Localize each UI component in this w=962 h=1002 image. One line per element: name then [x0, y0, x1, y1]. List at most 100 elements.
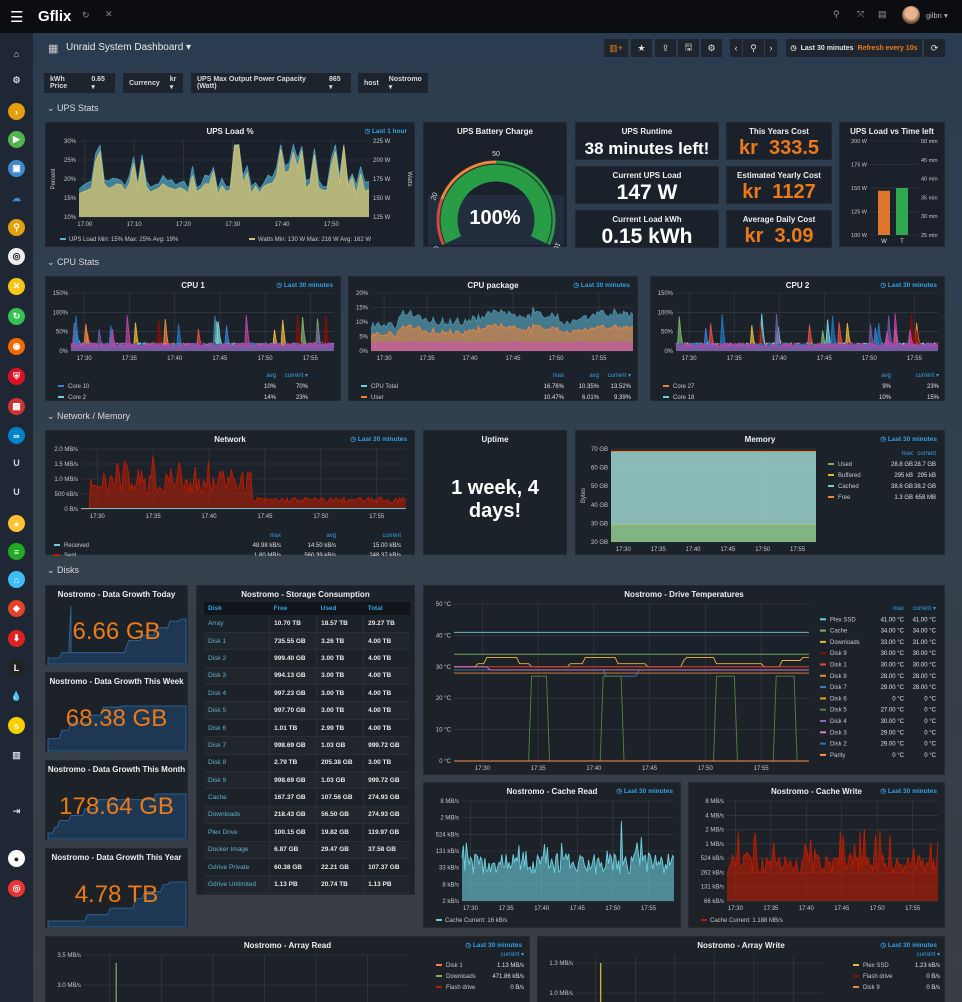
variable-currency[interactable]: Currency kr ▾ [123, 73, 183, 93]
legend-series-name[interactable]: Core 18 [673, 395, 695, 401]
time-forward-button[interactable]: › [765, 39, 777, 57]
variable-kwh-price[interactable]: kWh Price 0.65 ▾ [44, 73, 115, 93]
time-back-button[interactable]: ‹ [730, 39, 742, 57]
legend-item[interactable]: Cache Current: 16 kB/s [445, 918, 507, 924]
panel-data-growth[interactable]: Nostromo - Data Growth This Week 68.38 GB [45, 672, 188, 752]
legend-column-header[interactable]: avg [881, 373, 891, 379]
x-icon[interactable]: ✕ [8, 278, 25, 295]
panel-data-growth[interactable]: Nostromo - Data Growth This Month 178.64 … [45, 760, 188, 840]
gear-icon[interactable]: ⚙ [12, 75, 21, 85]
legend-series-name[interactable]: Sent [64, 553, 77, 556]
sync-icon[interactable]: ↻ [8, 308, 25, 325]
cloud-icon[interactable]: ☁ [12, 193, 21, 203]
drop-icon[interactable]: 💧 [10, 691, 23, 701]
column-header[interactable]: Used [316, 602, 364, 615]
star-button[interactable]: ★ [631, 39, 652, 57]
book-icon[interactable]: ▥ [12, 750, 21, 760]
legend-column-header[interactable]: current ▾ [608, 373, 631, 379]
help-icon[interactable]: ◎ [8, 880, 25, 897]
panel-memory[interactable]: Memory ◷ Last 30 minutes 20 GB 30 GB 40 GB… [575, 430, 945, 555]
sabnzbd-icon[interactable]: s [8, 717, 25, 734]
panel-current-load-kwh[interactable]: Current Load kWh 0.15 kWh [575, 210, 719, 248]
radarr-icon[interactable]: ● [8, 515, 25, 532]
server-icon[interactable]: ≡ [8, 543, 25, 560]
legend-column-header[interactable]: avg [326, 533, 336, 539]
legend-series-name[interactable]: Downloads [830, 640, 860, 646]
legend-series-name[interactable]: Parity [830, 753, 845, 759]
row-cpu-stats[interactable]: ⌄ CPU Stats [47, 257, 100, 267]
legend-series-name[interactable]: Used [838, 462, 852, 468]
row-network-memory[interactable]: ⌄ Network / Memory [47, 411, 131, 421]
save-button[interactable]: 🖫 [678, 39, 699, 57]
variable-host[interactable]: host Nostromo ▾ [358, 73, 428, 93]
panel-ups-battery-charge[interactable]: UPS Battery Charge 0 20 50 100 100% [423, 122, 567, 248]
avatar[interactable] [902, 6, 920, 24]
legend-column-header[interactable]: avg [589, 373, 599, 379]
legend-series-name[interactable]: Disk 1 [830, 663, 847, 669]
shield-icon[interactable]: ⛨ [8, 368, 25, 385]
legend-column-header[interactable]: current ▾ [913, 606, 936, 612]
search-icon[interactable]: ⚲ [833, 9, 840, 19]
legend-series-name[interactable]: Disk 4 [830, 719, 847, 725]
panel-current-ups-load[interactable]: Current UPS Load 147 W [575, 166, 719, 204]
logout-icon[interactable]: ⇥ [12, 806, 21, 816]
emby-icon[interactable]: ▶ [8, 131, 25, 148]
dashboard-title[interactable]: Unraid System Dashboard ▾ [66, 42, 192, 53]
github-icon[interactable]: ● [8, 850, 25, 867]
cubes-icon[interactable]: ▦ [8, 398, 25, 415]
column-header[interactable]: Disk [204, 602, 270, 615]
panel-data-growth[interactable]: Nostromo - Data Growth This Year 4.78 TB [45, 848, 188, 928]
unifi-icon[interactable]: U [13, 457, 20, 468]
legend-series-name[interactable]: Disk 6 [830, 696, 847, 702]
zoom-out-button[interactable]: ⚲ [743, 39, 764, 57]
search-icon[interactable]: ⚲ [8, 219, 25, 236]
add-panel-button[interactable]: ▥+ [604, 39, 628, 57]
legend-series-name[interactable]: Core 10 [68, 384, 90, 390]
legend-column-header[interactable]: max [553, 373, 564, 379]
legend-series-name[interactable]: Disk 8 [830, 674, 847, 680]
fullscreen-icon[interactable]: ⤧ [857, 9, 865, 19]
panel-data-growth[interactable]: Nostromo - Data Growth Today 6.66 GB [45, 585, 188, 665]
lifebuoy-icon[interactable]: ◎ [8, 248, 25, 265]
legend-item[interactable]: Watts Min: 130 W Max: 216 W Avg: 162 W [258, 237, 371, 243]
legend-column-header[interactable]: avg [266, 373, 276, 379]
panel-cache-write[interactable]: Nostromo - Cache Write ◷ Last 30 minutes… [688, 782, 945, 928]
panel-cpu2[interactable]: CPU 2 ◷ Last 30 minutes 0% 50% 100% 150% 17:… [650, 276, 945, 401]
legend-series-name[interactable]: Disk 9 [830, 651, 847, 657]
grafana-icon[interactable]: ◉ [8, 338, 25, 355]
legend-column-header[interactable]: max [270, 533, 281, 539]
ombi-icon[interactable]: ▣ [8, 160, 25, 177]
legend-series-name[interactable]: Disk 9 [863, 985, 880, 991]
legend-series-name[interactable]: Received [64, 543, 89, 549]
user-menu[interactable]: gilbn ▾ [926, 11, 948, 20]
gitlab-icon[interactable]: ◆ [8, 600, 25, 617]
legend-series-name[interactable]: Downloads [446, 974, 476, 980]
legend-item[interactable]: UPS Load Min: 15% Max: 25% Avg: 19% [69, 237, 179, 243]
nextcloud-icon[interactable]: ∞ [8, 427, 25, 444]
magnet-icon[interactable]: U [13, 486, 20, 497]
refresh-button[interactable]: ⟳ [924, 39, 945, 57]
legend-series-name[interactable]: Flash drive [863, 974, 893, 980]
panel-this-years-cost[interactable]: This Years Cost kr 333.5 [726, 122, 832, 160]
legend-series-name[interactable]: Disk 3 [830, 730, 847, 736]
translate-icon[interactable]: ▤ [878, 9, 887, 19]
legend-series-name[interactable]: Plex SSD [830, 617, 856, 623]
legend-column-header[interactable]: max [893, 606, 904, 612]
column-header[interactable]: Free [269, 602, 317, 615]
panel-ups-load-vs-time-left[interactable]: UPS Load vs Time left 100 W 125 W 150 W 175… [839, 122, 945, 247]
legend-series-name[interactable]: CPU Total [371, 384, 398, 390]
share-button[interactable]: ⇪ [655, 39, 676, 57]
panel-average-daily-cost[interactable]: Average Daily Cost kr 3.09 [726, 210, 832, 248]
legend-series-name[interactable]: Disk 7 [830, 685, 847, 691]
legend-series-name[interactable]: Buffered [838, 473, 861, 479]
row-ups-stats[interactable]: ⌄ UPS Stats [47, 103, 99, 113]
legend-series-name[interactable]: Disk 2 [830, 742, 847, 748]
legend-column-header[interactable]: max [902, 451, 913, 457]
legend-series-name[interactable]: Core 2 [68, 395, 87, 401]
panel-drive-temperatures[interactable]: Nostromo - Drive Temperatures 0 °C 10 °C 2… [423, 585, 945, 775]
panel-array-read[interactable]: Nostromo - Array Read ◷ Last 30 minutes … [45, 936, 530, 1002]
panel-cache-read[interactable]: Nostromo - Cache Read ◷ Last 30 minutes … [423, 782, 681, 928]
lazylibrarian-icon[interactable]: L [8, 659, 25, 676]
legend-series-name[interactable]: Cached [838, 484, 859, 490]
panel-cpu-package[interactable]: CPU package ◷ Last 30 minutes 0% 5% 10% 15%… [348, 276, 638, 401]
